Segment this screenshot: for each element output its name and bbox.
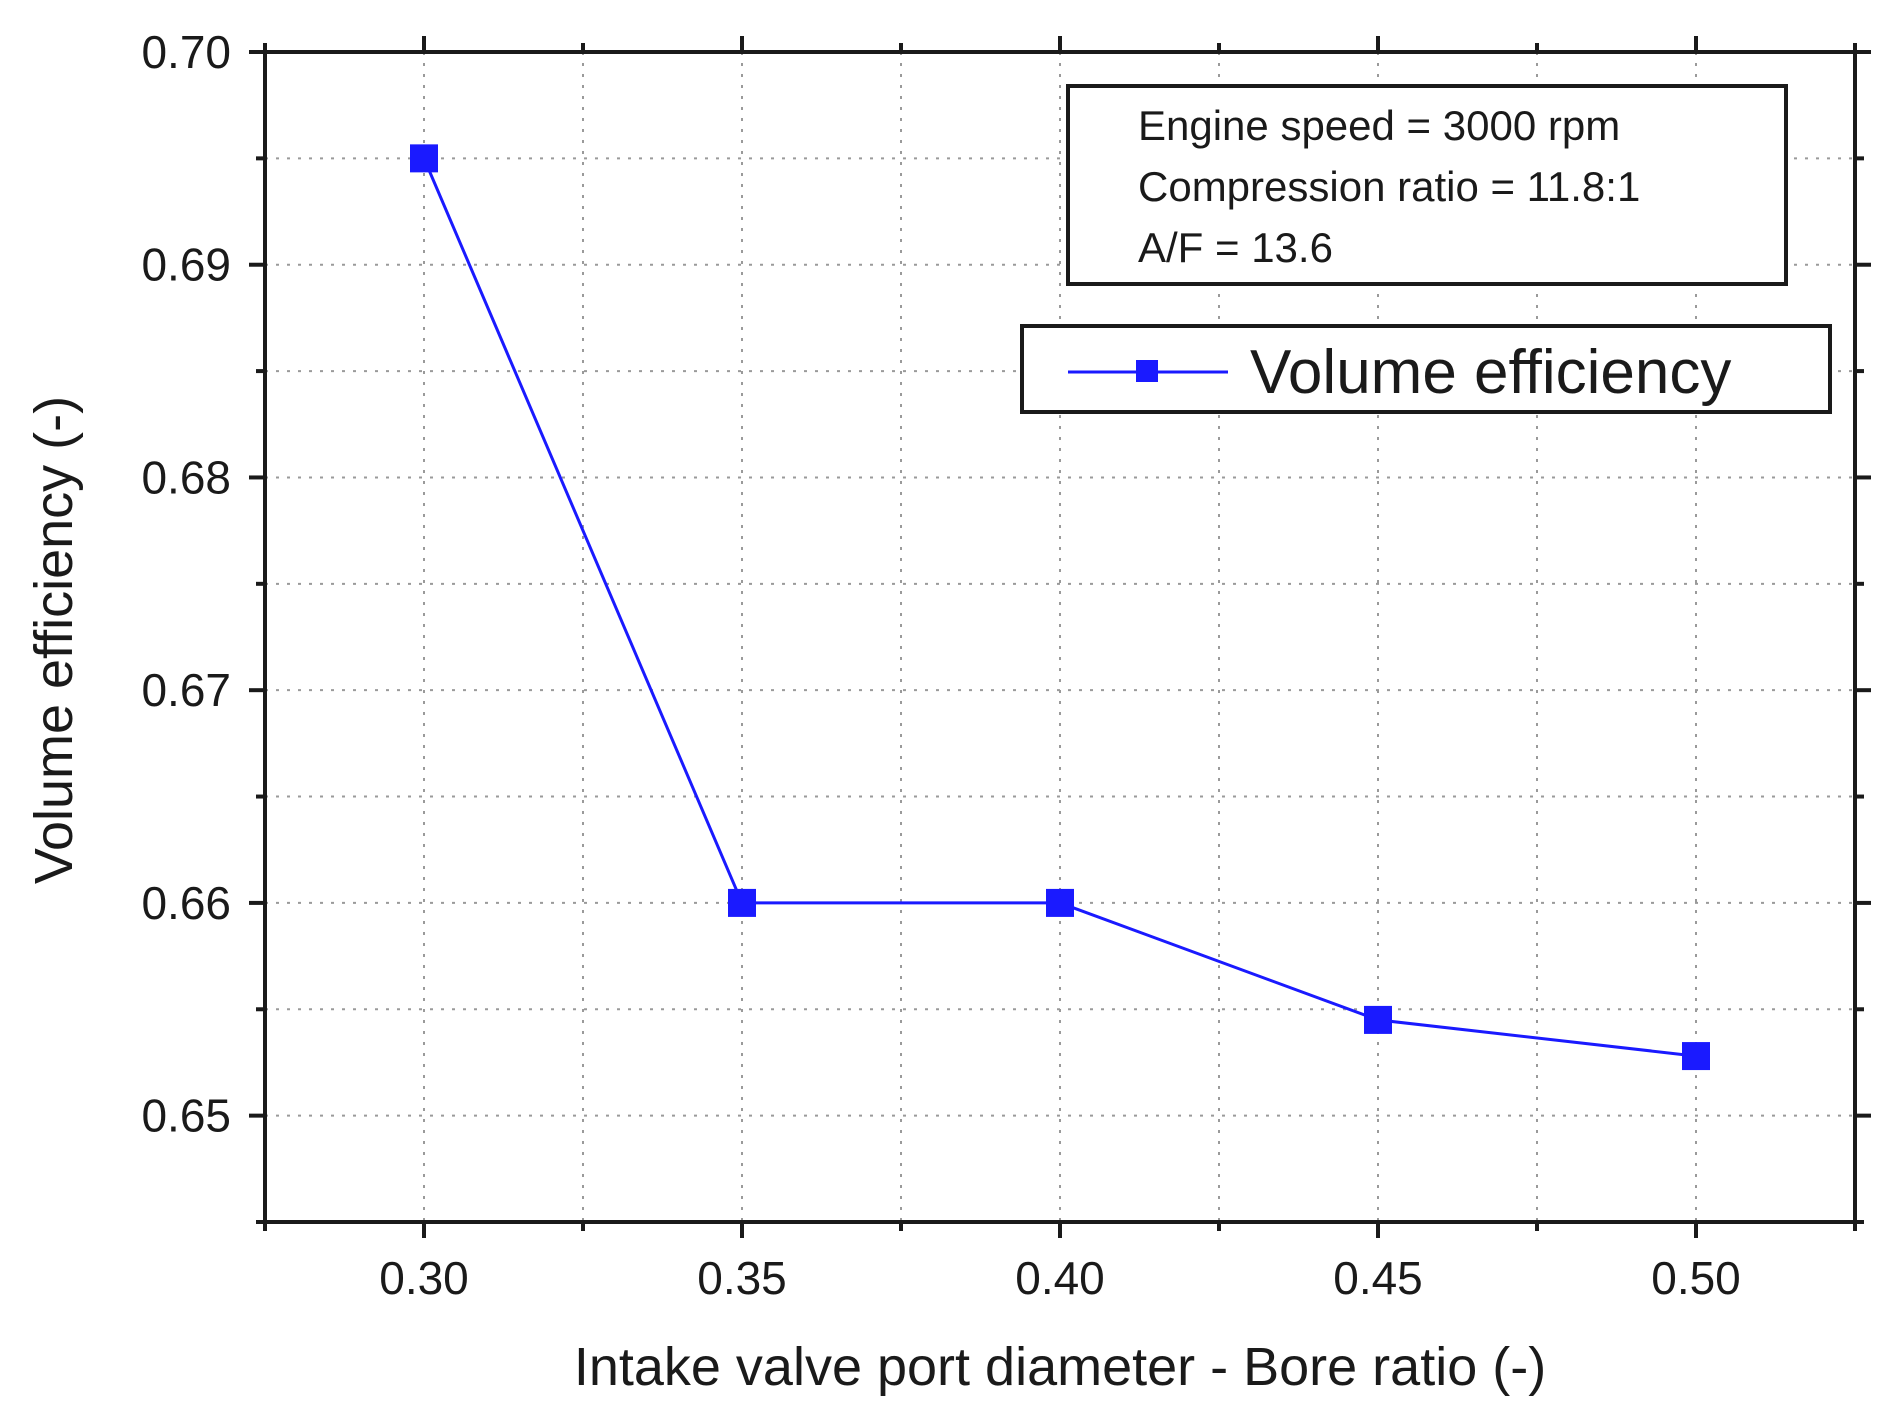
axis-ticks (249, 36, 1871, 1238)
y-tick-label: 0.67 (141, 664, 231, 716)
y-tick-label: 0.70 (141, 26, 231, 78)
legend: Volume efficiency (1020, 324, 1832, 414)
x-tick-label: 0.30 (379, 1252, 469, 1304)
x-tick-label: 0.50 (1651, 1252, 1741, 1304)
x-tick-label: 0.45 (1333, 1252, 1423, 1304)
x-tick-label: 0.40 (1015, 1252, 1105, 1304)
annotation-line-3: A/F = 13.6 (1138, 224, 1333, 271)
annotation-box: Engine speed = 3000 rpm Compression rati… (1066, 84, 1788, 286)
data-series (410, 144, 1710, 1071)
data-point-marker (1364, 1005, 1392, 1034)
y-tick-label: 0.66 (141, 877, 231, 929)
data-point-marker (410, 144, 438, 173)
data-point-marker (1682, 1042, 1710, 1071)
annotation-line-2: Compression ratio = 11.8:1 (1138, 163, 1640, 210)
legend-label: Volume efficiency (1250, 338, 1731, 407)
axis-tick-labels: 0.65 0.66 0.67 0.68 0.69 0.70 0.30 0.35 0.40 0.45… (141, 26, 1740, 1304)
annotation-line-1: Engine speed = 3000 rpm (1138, 102, 1620, 149)
x-axis-title: Intake valve port diameter - Bore ratio … (574, 1337, 1546, 1397)
annotation-frame (1066, 84, 1788, 286)
legend-marker (1136, 360, 1158, 382)
grid-lines (264, 52, 1855, 1223)
data-point-marker (1046, 888, 1074, 917)
y-tick-label: 0.69 (141, 239, 231, 291)
x-tick-label: 0.35 (697, 1252, 787, 1304)
y-axis-title: Volume efficiency (-) (24, 396, 84, 884)
data-point-marker (728, 888, 756, 917)
y-tick-label: 0.65 (141, 1090, 231, 1142)
y-tick-label: 0.68 (141, 451, 231, 503)
